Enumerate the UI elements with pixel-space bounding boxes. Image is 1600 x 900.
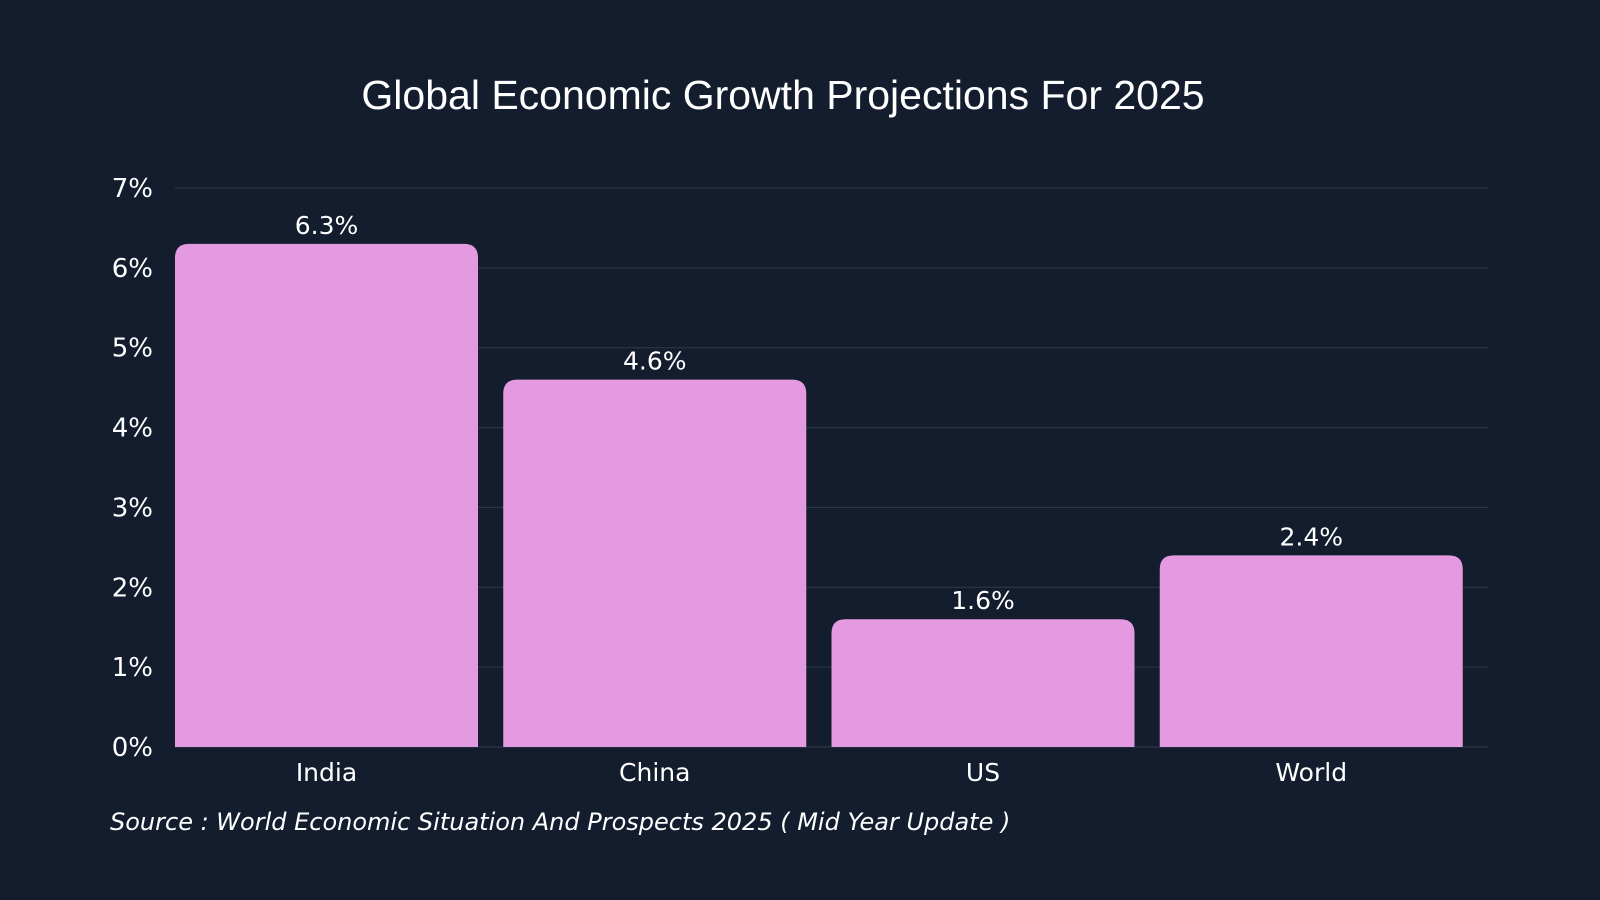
bars — [175, 243, 1463, 747]
bar-india — [175, 243, 478, 747]
y-tick-label: 2% — [112, 573, 153, 603]
x-axis-categories: India China US World — [296, 758, 1347, 787]
chart-title: Global Economic Growth Projections For 2… — [361, 72, 1205, 118]
category-label-india: India — [296, 758, 357, 787]
bar-us — [831, 619, 1135, 747]
value-labels: 6.3% 4.6% 1.6% 2.4% — [295, 211, 1343, 615]
value-label-world: 2.4% — [1279, 522, 1343, 551]
y-tick-label: 5% — [112, 334, 153, 364]
category-label-world: World — [1275, 758, 1347, 787]
value-label-india: 6.3% — [295, 211, 359, 240]
bar-china — [503, 379, 807, 747]
y-tick-label: 0% — [112, 733, 153, 763]
bar-world — [1159, 555, 1463, 747]
y-tick-label: 6% — [112, 254, 153, 284]
y-tick-label: 7% — [112, 174, 153, 204]
y-tick-label: 3% — [112, 493, 153, 523]
y-tick-label: 1% — [112, 653, 153, 683]
category-label-china: China — [619, 758, 690, 787]
value-label-china: 4.6% — [623, 347, 687, 376]
y-tick-label: 4% — [112, 414, 153, 444]
y-axis-ticks: 0% 1% 2% 3% 4% 5% 6% 7% — [112, 174, 153, 763]
chart-source: Source : World Economic Situation And Pr… — [110, 808, 1011, 836]
category-label-us: US — [966, 758, 1000, 787]
value-label-us: 1.6% — [951, 586, 1015, 615]
